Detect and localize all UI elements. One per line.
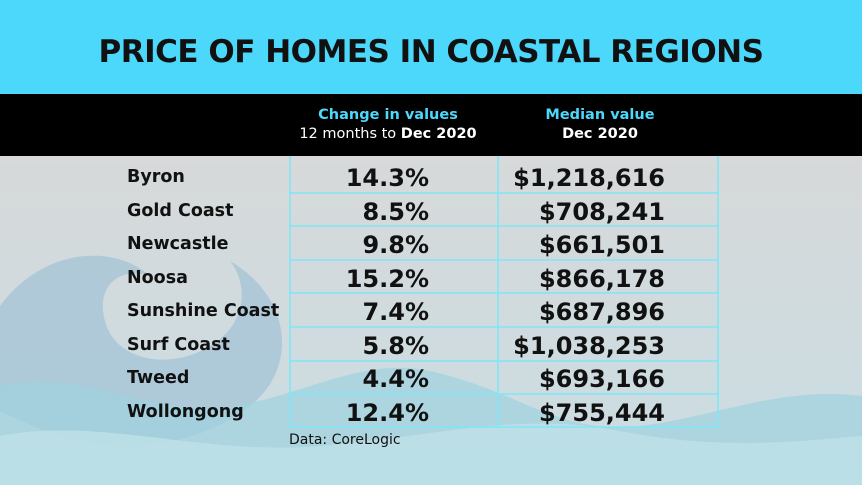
region-name: Sunshine Coast	[127, 301, 280, 321]
change-value: 5.8%	[362, 331, 429, 360]
median-value: $1,218,616	[513, 164, 665, 192]
region-name: Noosa	[127, 267, 188, 288]
median-value: $755,444	[538, 398, 665, 427]
page-title: PRICE OF HOMES IN COASTAL REGIONS	[98, 34, 764, 70]
region-name: Newcastle	[127, 234, 229, 254]
median-value: $661,501	[538, 231, 665, 259]
column-header-change-subtitle: 12 months to Dec 2020	[296, 125, 480, 144]
table-row: Noosa 15.2% $866,178	[0, 262, 862, 296]
table-row: Surf Coast 5.8% $1,038,253	[0, 329, 862, 363]
table-grid	[289, 156, 719, 428]
change-value: 8.5%	[362, 197, 429, 226]
region-name: Byron	[127, 167, 185, 187]
table-row: Newcastle 9.8% $661,501	[0, 228, 862, 262]
median-value: $1,038,253	[513, 331, 665, 360]
column-header-change: Change in values 12 months to Dec 2020	[296, 106, 480, 144]
data-source-note: Data: CoreLogic	[289, 432, 401, 448]
table-row: Gold Coast 8.5% $708,241	[0, 195, 862, 229]
region-name: Wollongong	[127, 401, 244, 422]
table-row: Wollongong 12.4% $755,444	[0, 396, 862, 430]
region-name: Gold Coast	[127, 200, 234, 221]
change-value: 9.8%	[362, 231, 429, 259]
change-value: 12.4%	[345, 398, 429, 427]
table-header: Change in values 12 months to Dec 2020 M…	[0, 94, 862, 156]
column-header-change-subtitle-prefix: 12 months to	[299, 126, 401, 142]
change-value: 14.3%	[345, 164, 429, 192]
column-header-median: Median value Dec 2020	[512, 106, 688, 144]
column-header-median-title: Median value	[545, 107, 655, 123]
title-band: PRICE OF HOMES IN COASTAL REGIONS	[0, 0, 862, 94]
table-row: Tweed 4.4% $693,166	[0, 362, 862, 396]
table-row: Byron 14.3% $1,218,616	[0, 161, 862, 195]
median-value: $708,241	[538, 197, 665, 226]
column-header-change-subtitle-date: Dec 2020	[400, 126, 477, 142]
change-value: 7.4%	[362, 298, 429, 326]
change-value: 4.4%	[362, 365, 429, 393]
table-row: Sunshine Coast 7.4% $687,896	[0, 295, 862, 329]
column-header-median-subtitle: Dec 2020	[562, 126, 638, 142]
change-value: 15.2%	[345, 264, 429, 293]
median-value: $866,178	[538, 264, 665, 293]
region-name: Surf Coast	[127, 334, 230, 355]
column-header-change-title: Change in values	[318, 107, 458, 123]
median-value: $693,166	[538, 365, 665, 393]
region-name: Tweed	[127, 368, 190, 388]
median-value: $687,896	[538, 298, 665, 326]
